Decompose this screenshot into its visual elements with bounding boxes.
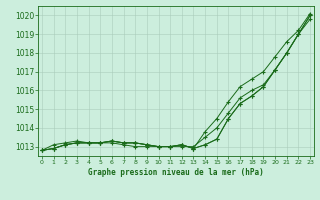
X-axis label: Graphe pression niveau de la mer (hPa): Graphe pression niveau de la mer (hPa) bbox=[88, 168, 264, 177]
